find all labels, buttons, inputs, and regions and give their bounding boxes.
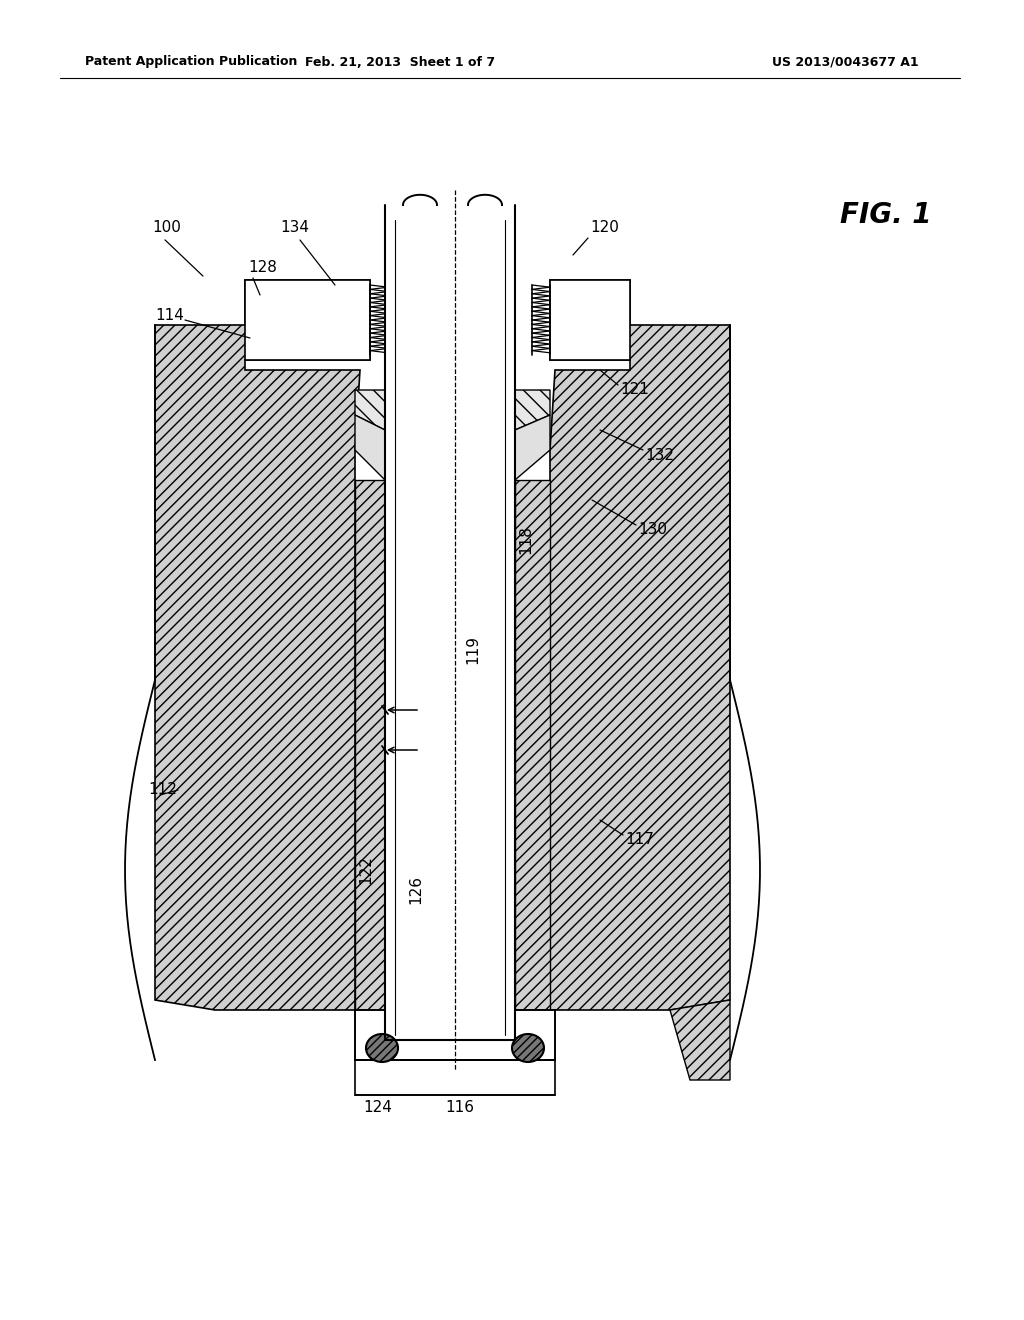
Bar bbox=[355, 1010, 555, 1060]
Polygon shape bbox=[155, 280, 370, 1010]
Text: 112: 112 bbox=[148, 783, 177, 797]
Polygon shape bbox=[670, 1001, 730, 1080]
Text: 114: 114 bbox=[155, 308, 184, 322]
Ellipse shape bbox=[366, 1034, 398, 1063]
Text: Rc: Rc bbox=[423, 702, 442, 718]
Polygon shape bbox=[550, 280, 730, 1010]
Polygon shape bbox=[355, 480, 385, 1010]
Text: 128: 128 bbox=[248, 260, 276, 276]
Text: 132: 132 bbox=[645, 447, 674, 462]
Text: Patent Application Publication: Patent Application Publication bbox=[85, 55, 297, 69]
Text: 126: 126 bbox=[408, 875, 423, 904]
Polygon shape bbox=[515, 414, 550, 480]
Text: FIG. 1: FIG. 1 bbox=[840, 201, 932, 228]
Text: Feb. 21, 2013  Sheet 1 of 7: Feb. 21, 2013 Sheet 1 of 7 bbox=[305, 55, 495, 69]
Ellipse shape bbox=[513, 1035, 543, 1061]
Text: 134: 134 bbox=[281, 220, 309, 235]
Text: 118: 118 bbox=[518, 525, 534, 554]
Text: 122: 122 bbox=[358, 855, 373, 884]
Polygon shape bbox=[355, 389, 385, 430]
Text: 116: 116 bbox=[445, 1100, 474, 1115]
Text: 100: 100 bbox=[152, 220, 181, 235]
Text: 121: 121 bbox=[620, 383, 649, 397]
Text: 117: 117 bbox=[625, 833, 654, 847]
Text: 130: 130 bbox=[638, 523, 667, 537]
Ellipse shape bbox=[367, 1035, 397, 1061]
Bar bbox=[385, 205, 515, 1040]
Text: 119: 119 bbox=[465, 635, 480, 664]
Polygon shape bbox=[355, 414, 385, 480]
Polygon shape bbox=[515, 389, 550, 430]
Bar bbox=[355, 1060, 555, 1096]
Text: Rs: Rs bbox=[423, 742, 441, 758]
Bar bbox=[385, 205, 515, 1040]
Ellipse shape bbox=[512, 1034, 544, 1063]
Text: 120: 120 bbox=[590, 220, 618, 235]
Polygon shape bbox=[245, 280, 370, 360]
Polygon shape bbox=[515, 480, 550, 1010]
Text: 124: 124 bbox=[364, 1100, 392, 1115]
Text: US 2013/0043677 A1: US 2013/0043677 A1 bbox=[772, 55, 919, 69]
Polygon shape bbox=[550, 280, 630, 360]
